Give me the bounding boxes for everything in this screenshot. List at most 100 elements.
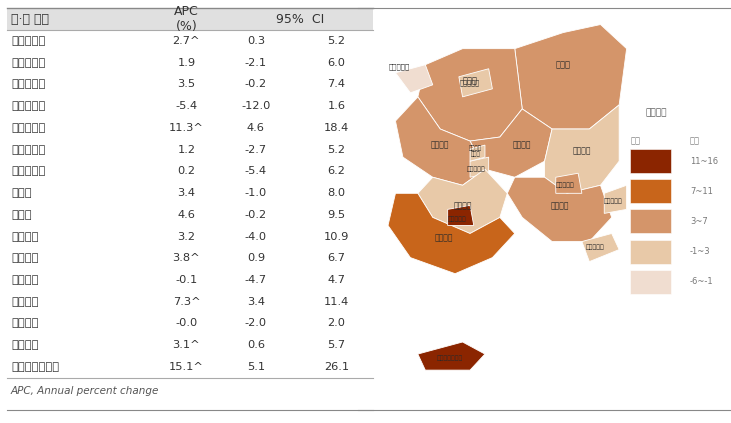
Text: 제주특별자치도: 제주특별자치도 xyxy=(11,362,59,372)
Text: 6.7: 6.7 xyxy=(327,253,345,263)
Polygon shape xyxy=(582,233,619,261)
Polygon shape xyxy=(470,157,488,177)
Text: APC, Annual percent change: APC, Annual percent change xyxy=(11,386,159,396)
Text: 색상: 색상 xyxy=(630,137,640,146)
Text: 8.0: 8.0 xyxy=(327,188,345,198)
Text: 15.1^: 15.1^ xyxy=(169,362,204,372)
Text: 시·도 지역: 시·도 지역 xyxy=(11,13,49,26)
Text: 5.1: 5.1 xyxy=(247,362,265,372)
Bar xyxy=(630,239,671,264)
Text: -1~3: -1~3 xyxy=(690,247,711,256)
Text: -0.2: -0.2 xyxy=(245,210,267,220)
Text: 2.0: 2.0 xyxy=(327,319,345,328)
Text: 서울특별시: 서울특별시 xyxy=(460,80,480,86)
Text: 3.5: 3.5 xyxy=(178,80,195,90)
Text: 대전광역시: 대전광역시 xyxy=(11,145,45,155)
Polygon shape xyxy=(418,342,485,370)
Text: 4.7: 4.7 xyxy=(327,275,345,285)
Text: 인천광역시: 인천광역시 xyxy=(11,101,45,111)
Text: -4.7: -4.7 xyxy=(245,275,267,285)
Text: APC
(%): APC (%) xyxy=(174,5,199,33)
Polygon shape xyxy=(395,65,433,93)
Text: 강원도: 강원도 xyxy=(556,60,571,69)
Polygon shape xyxy=(395,97,485,185)
Polygon shape xyxy=(470,109,552,177)
Text: -2.7: -2.7 xyxy=(245,145,267,155)
Bar xyxy=(630,179,671,203)
Polygon shape xyxy=(545,105,619,193)
Text: 대구광역시: 대구광역시 xyxy=(11,80,45,90)
Text: -1.0: -1.0 xyxy=(245,188,267,198)
Text: 3~7: 3~7 xyxy=(690,217,708,226)
Bar xyxy=(630,209,671,233)
Text: 세종특별
자치시: 세종특별 자치시 xyxy=(469,145,482,157)
Text: 1.2: 1.2 xyxy=(178,145,195,155)
Polygon shape xyxy=(447,206,474,225)
Text: 경기도: 경기도 xyxy=(463,76,477,85)
Text: 7.3^: 7.3^ xyxy=(173,297,200,307)
Text: 전라남도: 전라남도 xyxy=(11,297,39,307)
Text: 0.6: 0.6 xyxy=(247,340,265,350)
Polygon shape xyxy=(388,193,515,274)
Text: -0.2: -0.2 xyxy=(245,80,267,90)
Text: 5.2: 5.2 xyxy=(327,36,345,46)
Text: 11.4: 11.4 xyxy=(324,297,349,307)
Text: 0.3: 0.3 xyxy=(247,36,265,46)
Text: 경상남도: 경상남도 xyxy=(11,340,39,350)
Text: 95%  CI: 95% CI xyxy=(276,13,324,26)
Text: 강원도: 강원도 xyxy=(11,210,31,220)
Text: 경기도: 경기도 xyxy=(11,188,31,198)
Text: 부산광역시: 부산광역시 xyxy=(11,58,45,68)
Text: 3.1^: 3.1^ xyxy=(173,340,200,350)
Polygon shape xyxy=(515,25,626,129)
Bar xyxy=(7,8,373,30)
Text: 5.2: 5.2 xyxy=(327,145,345,155)
Text: -4.0: -4.0 xyxy=(245,231,267,242)
Text: 3.8^: 3.8^ xyxy=(173,253,200,263)
Text: 충청남도: 충청남도 xyxy=(11,253,39,263)
Text: 2.7^: 2.7^ xyxy=(173,36,200,46)
Text: 경상북도: 경상북도 xyxy=(572,147,591,156)
Text: 6.0: 6.0 xyxy=(327,58,345,68)
Text: 4.6: 4.6 xyxy=(247,123,265,133)
Text: 6.2: 6.2 xyxy=(327,166,345,176)
Text: -6~-1: -6~-1 xyxy=(690,277,713,286)
Text: 범위: 범위 xyxy=(690,137,700,146)
Polygon shape xyxy=(556,173,582,193)
Text: -0.0: -0.0 xyxy=(175,319,197,328)
Text: 대전광역시: 대전광역시 xyxy=(466,166,485,172)
Text: 1.6: 1.6 xyxy=(327,101,345,111)
Text: 10.9: 10.9 xyxy=(324,231,349,242)
Text: 지도범례: 지도범례 xyxy=(645,108,667,118)
Text: -5.4: -5.4 xyxy=(245,166,267,176)
Polygon shape xyxy=(418,49,522,141)
Text: 부산광역시: 부산광역시 xyxy=(586,245,605,250)
Text: -0.1: -0.1 xyxy=(175,275,197,285)
Text: 0.9: 0.9 xyxy=(247,253,265,263)
Text: 울산광역시: 울산광역시 xyxy=(11,166,45,176)
Text: 1.9: 1.9 xyxy=(178,58,195,68)
Bar xyxy=(630,270,671,294)
Text: 제주특별자치도: 제주특별자치도 xyxy=(436,355,463,361)
Text: 11.3^: 11.3^ xyxy=(169,123,204,133)
Text: 11~16: 11~16 xyxy=(690,157,718,166)
Text: 대구광역시: 대구광역시 xyxy=(556,182,575,188)
Text: 4.6: 4.6 xyxy=(178,210,195,220)
Text: 광주광역시: 광주광역시 xyxy=(11,123,45,133)
Text: 전라남도: 전라남도 xyxy=(435,233,453,242)
Polygon shape xyxy=(418,169,507,233)
Text: 인천광역시: 인천광역시 xyxy=(389,63,410,70)
Text: -12.0: -12.0 xyxy=(241,101,270,111)
Text: 경상북도: 경상북도 xyxy=(11,319,39,328)
Polygon shape xyxy=(507,177,612,242)
Text: -2.0: -2.0 xyxy=(245,319,267,328)
Text: 전라북도: 전라북도 xyxy=(453,201,471,210)
Text: 7.4: 7.4 xyxy=(327,80,345,90)
Text: 0.2: 0.2 xyxy=(178,166,195,176)
Polygon shape xyxy=(459,69,493,97)
Text: 경상남도: 경상남도 xyxy=(550,201,569,210)
Text: 충청북도: 충청북도 xyxy=(11,231,39,242)
Text: 3.4: 3.4 xyxy=(247,297,265,307)
Text: 9.5: 9.5 xyxy=(327,210,345,220)
Text: 7~11: 7~11 xyxy=(690,187,713,196)
